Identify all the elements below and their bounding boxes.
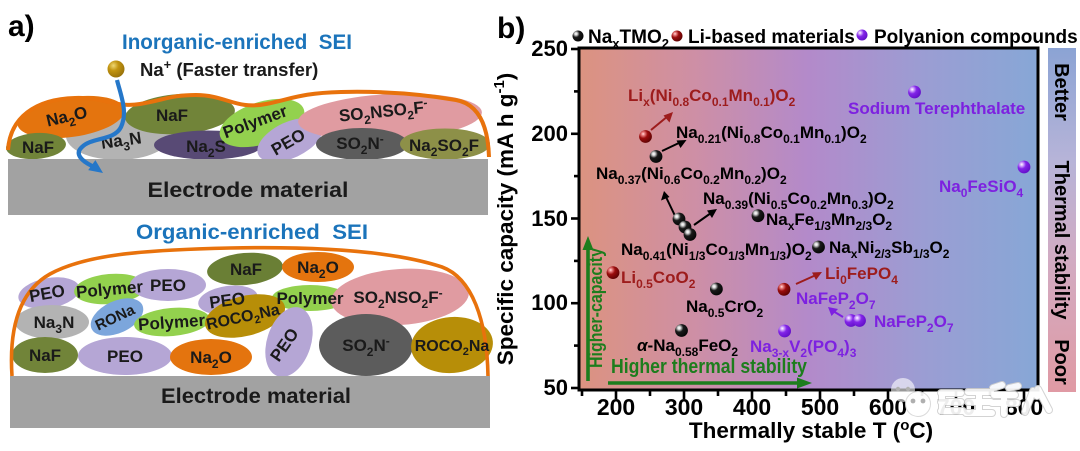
svg-text:SO2NSO2F-: SO2NSO2F- [353, 286, 442, 311]
svg-text:Electrode material: Electrode material [161, 385, 351, 408]
svg-text:300: 300 [665, 394, 703, 420]
svg-text:NaFeP2O7: NaFeP2O7 [874, 312, 954, 335]
svg-text:Na2SO2F: Na2SO2F [409, 136, 479, 159]
svg-text:PEO: PEO [107, 347, 143, 366]
svg-text:Li-based materials: Li-based materials [688, 27, 855, 48]
svg-text:Polymer: Polymer [276, 289, 343, 308]
svg-text:500: 500 [801, 394, 839, 420]
svg-text:SO2N-: SO2N- [342, 334, 390, 359]
svg-text:250: 250 [531, 36, 568, 61]
svg-text:Na0FeSiO4: Na0FeSiO4 [939, 177, 1024, 200]
svg-text:Na0.39(Ni0.5Co0.2Mn0.3)O2: Na0.39(Ni0.5Co0.2Mn0.3)O2 [703, 189, 894, 212]
svg-text:Na0.37(Ni0.6Co0.2Mn0.2)O2: Na0.37(Ni0.6Co0.2Mn0.2)O2 [596, 164, 787, 187]
svg-text:Na2S: Na2S [186, 137, 226, 160]
svg-text:Higher thermal stability: Higher thermal stability [611, 356, 808, 378]
svg-text:NaF: NaF [156, 106, 188, 125]
svg-text:NaF: NaF [230, 260, 262, 279]
svg-text:Inorganic-enriched SEI: Inorganic-enriched SEI [122, 30, 352, 54]
svg-text:a): a) [8, 10, 35, 43]
svg-text:Na3N: Na3N [34, 313, 75, 336]
svg-text:PEO: PEO [208, 289, 246, 313]
svg-text:Better: Better [1050, 63, 1072, 121]
svg-text:200: 200 [597, 394, 635, 420]
svg-text:PEO: PEO [150, 276, 186, 295]
svg-text:Polyanion compounds: Polyanion compounds [874, 27, 1078, 48]
svg-text:NaF: NaF [22, 138, 54, 157]
svg-text:Poor: Poor [1050, 339, 1072, 385]
svg-text:Na2O: Na2O [297, 258, 339, 281]
svg-text:SO2N-: SO2N- [336, 132, 384, 157]
svg-text:50: 50 [544, 375, 568, 400]
svg-text:Thermally stable T (oC): Thermally stable T (oC) [689, 417, 933, 443]
svg-text:Na2O: Na2O [190, 348, 232, 371]
svg-text:150: 150 [531, 206, 568, 231]
svg-text:Sodium Terephthalate: Sodium Terephthalate [848, 99, 1025, 118]
svg-text:NaF: NaF [29, 346, 61, 365]
svg-text:NaxTMO2: NaxTMO2 [588, 27, 669, 51]
svg-text:Na0.41(Ni1/3Co1/3Mn1/3)O2: Na0.41(Ni1/3Co1/3Mn1/3)O2 [621, 240, 812, 263]
svg-text:Specific capacity (mA h g-1): Specific capacity (mA h g-1) [491, 73, 518, 366]
svg-text:Organic-enriched SEI: Organic-enriched SEI [136, 220, 368, 244]
svg-text:b): b) [497, 12, 525, 45]
svg-text:α-Na0.58FeO2: α-Na0.58FeO2 [637, 336, 738, 359]
svg-text:Polymer: Polymer [137, 311, 206, 335]
svg-text:Na0.5CrO2: Na0.5CrO2 [686, 297, 764, 320]
svg-text:Higher-capacity: Higher-capacity [586, 248, 606, 368]
svg-text:Na+ (Faster transfer): Na+ (Faster transfer) [140, 57, 318, 80]
svg-text:NaFeP2O7: NaFeP2O7 [796, 289, 876, 312]
svg-text:200: 200 [531, 121, 568, 146]
svg-text:400: 400 [733, 394, 771, 420]
svg-text:ROCO2Na: ROCO2Na [415, 338, 490, 358]
svg-text:100: 100 [531, 290, 568, 315]
svg-text:Thermal stability: Thermal stability [1050, 161, 1072, 321]
svg-text:Electrode material: Electrode material [148, 179, 349, 202]
svg-text:Na0.21(Ni0.8Co0.1Mn0.1)O2: Na0.21(Ni0.8Co0.1Mn0.1)O2 [676, 123, 867, 146]
